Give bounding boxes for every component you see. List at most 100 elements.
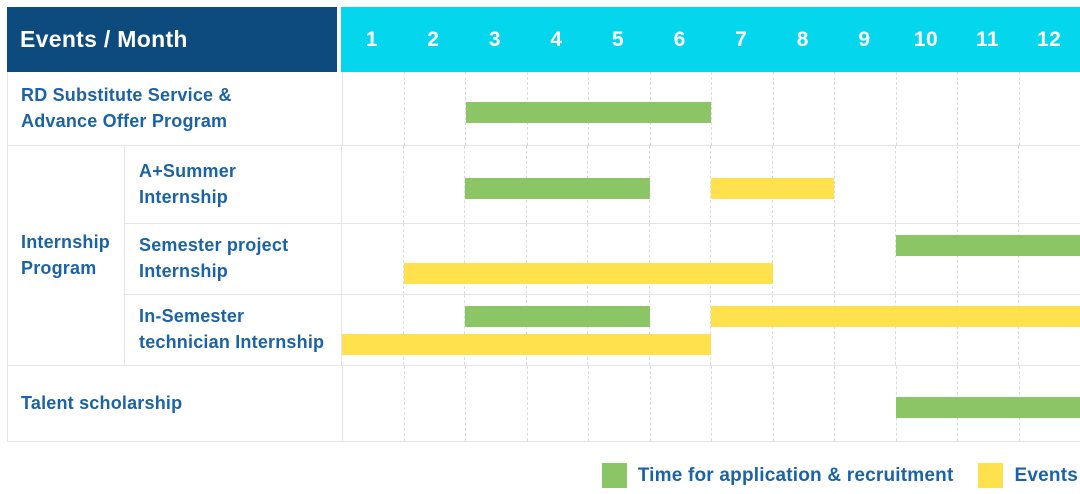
- month-grid-cell: [956, 146, 1019, 223]
- gantt-bar-events: [711, 305, 1080, 327]
- month-header-cell: 10: [913, 27, 939, 51]
- legend: Time for application & recruitment Event…: [601, 463, 1078, 488]
- row-label: A+Summer Internship: [139, 160, 237, 207]
- row-label-cell: Semester project Internship: [125, 224, 341, 294]
- month-grid-cell: [895, 295, 957, 365]
- month-grid-cell: [834, 72, 896, 145]
- row-label: In-Semester technician Internship: [139, 306, 325, 352]
- month-grid-cell: [772, 72, 835, 145]
- legend-label-recruitment: Time for application & recruitment: [637, 464, 954, 486]
- legend-item-events: Events: [978, 463, 1078, 488]
- month-header-cell: 8: [796, 27, 809, 51]
- month-grid-cell: [772, 224, 834, 294]
- legend-item-recruitment: Time for application & recruitment: [601, 463, 954, 488]
- recruitment-swatch-icon: [601, 463, 627, 488]
- legend-label-events: Events: [1014, 464, 1078, 486]
- timeline-talent-scholarship: [342, 366, 1080, 441]
- month-header-cell: 7: [735, 27, 748, 51]
- month-grid-cell: [834, 366, 896, 441]
- row-a-summer-internship: A+Summer Internship: [125, 146, 1080, 223]
- month-grid-cell: [711, 72, 773, 145]
- events-swatch-icon: [978, 463, 1004, 488]
- row-label: RD Substitute Service & Advance Offer Pr…: [21, 84, 232, 131]
- month-grid-cell: [464, 224, 526, 294]
- month-grid-cell: [343, 366, 404, 441]
- month-header-cell: 12: [1036, 27, 1062, 51]
- table-title-cell: Events / Month: [7, 7, 337, 72]
- month-header-cell: 1: [365, 27, 378, 51]
- internship-subrows: A+Summer Internship Semester project Int…: [125, 146, 1080, 365]
- month-header-cell: 6: [673, 27, 686, 51]
- group-label-cell: Internship Program: [8, 146, 125, 365]
- month-grid-cell: [403, 366, 466, 441]
- month-grid-cell: [1018, 72, 1080, 145]
- month-grid-cell: [833, 295, 896, 365]
- timeline-semester-project-internship: [341, 224, 1080, 294]
- month-grid-cell: [464, 146, 526, 223]
- table-header: Events / Month 1 2 3 4 5 6 7 8 9 10 11 12: [7, 7, 1080, 72]
- gantt-bar-recruitment: [465, 305, 650, 327]
- month-header-cell: 2: [427, 27, 440, 51]
- month-grid-cell: [526, 366, 589, 441]
- month-grid-cell: [1018, 295, 1080, 365]
- timeline-in-semester-technician-internship: [341, 295, 1080, 365]
- month-grid-cell: [402, 295, 465, 365]
- month-grid-cell: [895, 72, 958, 145]
- group-internship-program: Internship Program A+Summer Internship S…: [8, 145, 1080, 365]
- month-header-cell: 3: [488, 27, 502, 51]
- month-grid-cell: [895, 146, 957, 223]
- row-label-cell: A+Summer Internship: [125, 146, 341, 223]
- row-label-cell: In-Semester technician Internship: [125, 295, 341, 365]
- table-body: RD Substitute Service & Advance Offer Pr…: [7, 72, 1080, 442]
- row-talent-scholarship: Talent scholarship: [8, 365, 1080, 441]
- month-grid-cell: [525, 295, 588, 365]
- month-grid-cell: [710, 295, 772, 365]
- events-month-table: Events / Month 1 2 3 4 5 6 7 8 9 10 11 12 RD Substi…: [7, 7, 1080, 442]
- month-grid-cell: [710, 146, 772, 223]
- row-label-cell: RD Substitute Service & Advance Offer Pr…: [8, 72, 342, 145]
- gantt-bar-recruitment: [895, 234, 1080, 256]
- month-grid-cell: [587, 295, 649, 365]
- row-rd-substitute: RD Substitute Service & Advance Offer Pr…: [8, 72, 1080, 145]
- month-grid-cell: [525, 224, 588, 294]
- month-grid-cell: [956, 224, 1019, 294]
- month-grid-cell: [956, 295, 1019, 365]
- header-divider: [337, 7, 341, 72]
- table-title: Events / Month: [20, 26, 188, 52]
- month-grid-cell: [343, 72, 404, 145]
- month-grid-cell: [772, 295, 834, 365]
- month-grid-cell: [710, 224, 772, 294]
- row-in-semester-technician-internship: In-Semester technician Internship: [125, 294, 1080, 365]
- month-grid-cell: [402, 224, 465, 294]
- month-grid-cell: [1018, 224, 1080, 294]
- month-grid-cell: [957, 72, 1019, 145]
- gantt-bar-events: [711, 177, 834, 199]
- month-header-cell: 9: [858, 27, 871, 51]
- month-grid-cell: [772, 366, 835, 441]
- month-grid-cell: [895, 224, 957, 294]
- month-grid-cell: [588, 366, 650, 441]
- timeline-rd-substitute: [342, 72, 1080, 145]
- group-label: Internship Program: [21, 231, 111, 278]
- month-grid-cell: [465, 72, 527, 145]
- month-grid-cell: [342, 295, 403, 365]
- month-grid-cell: [1018, 146, 1080, 223]
- month-grid-cell: [648, 224, 711, 294]
- month-grid-cell: [402, 146, 465, 223]
- row-label: Semester project Internship: [139, 235, 289, 281]
- month-grid-cell: [833, 146, 896, 223]
- month-gridlines: [342, 224, 1080, 294]
- month-grid-cell: [711, 366, 773, 441]
- month-header: 1 2 3 4 5 6 7 8 9 10 11 12: [341, 7, 1080, 72]
- month-grid-cell: [342, 224, 403, 294]
- row-semester-project-internship: Semester project Internship: [125, 223, 1080, 294]
- month-grid-cell: [464, 295, 526, 365]
- month-header-cell: 4: [550, 27, 563, 51]
- month-grid-cell: [465, 366, 527, 441]
- row-label-cell: Talent scholarship: [8, 366, 342, 441]
- month-grid-cell: [342, 146, 403, 223]
- gantt-bar-events: [342, 333, 711, 355]
- month-header-cell: 11: [975, 27, 1000, 51]
- month-gridlines: [343, 72, 1080, 145]
